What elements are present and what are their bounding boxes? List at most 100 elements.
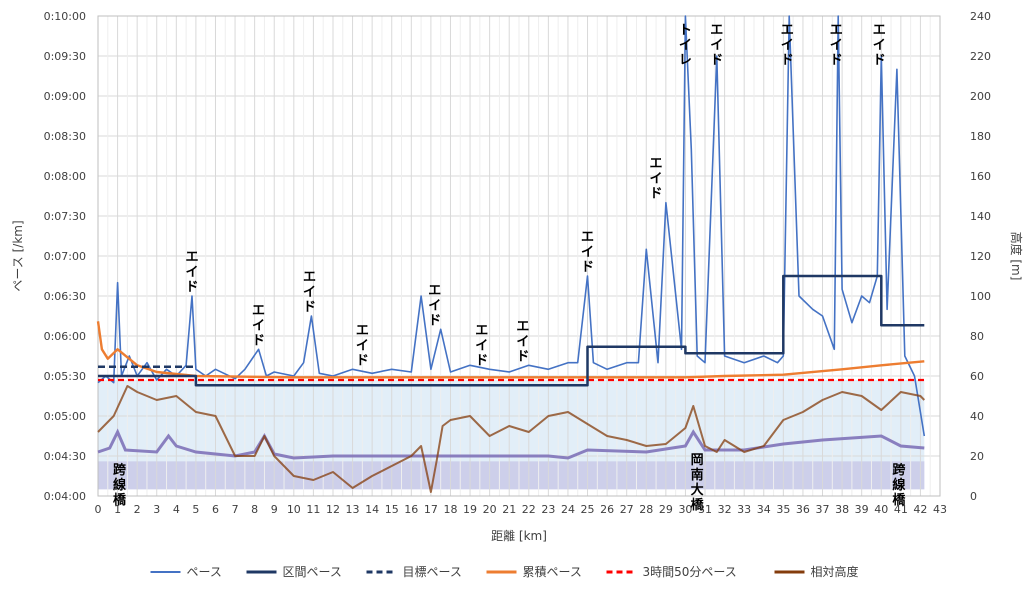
x-tick-label: 20: [483, 503, 497, 516]
annotations: エイドエイドエイドエイドエイドエイドエイドエイドエイドトイレエイドエイドエイドエ…: [113, 23, 906, 513]
x-tick-label: 30: [678, 503, 692, 516]
series: [96, 15, 926, 493]
annotation-char: エ: [356, 323, 369, 338]
annotation-char: 跨: [113, 463, 127, 478]
y-right-tick-label: 80: [970, 330, 984, 343]
x-tick-label: 37: [816, 503, 830, 516]
section-pace-series: [98, 274, 925, 387]
annotation-char: ド: [428, 313, 441, 328]
x-tick-label: 28: [639, 503, 653, 516]
x-tick-label: 2: [134, 503, 141, 516]
x-tick-label: 15: [385, 503, 399, 516]
aid-station-annotation: エイド: [252, 303, 265, 348]
annotation-char: イ: [679, 38, 692, 53]
annotation-char: イ: [303, 285, 316, 300]
aid-station-annotation: エイド: [710, 23, 723, 68]
annotation-char: エ: [830, 23, 843, 38]
aid-station-annotation: エイド: [428, 283, 441, 328]
x-tick-label: 35: [776, 503, 790, 516]
x-tick-label: 7: [232, 503, 239, 516]
pace-band-lavender: [98, 461, 925, 490]
annotation-char: ド: [252, 333, 265, 348]
annotation-char: イ: [356, 338, 369, 353]
y-left-tick-label: 0:06:00: [44, 330, 86, 343]
annotation-char: エ: [428, 283, 441, 298]
pace-series: [97, 15, 926, 437]
annotation-char: イ: [781, 38, 794, 53]
annotation-char: エ: [650, 157, 663, 172]
aid-station-annotation: エイド: [873, 23, 886, 68]
x-tick-label: 17: [424, 503, 438, 516]
pace-bands: [98, 380, 925, 490]
plot-frame: [97, 15, 941, 497]
x-tick-label: 24: [561, 503, 575, 516]
x-axis-title: 距離 [km]: [491, 529, 547, 543]
y-right-tick-label: 220: [970, 50, 991, 63]
x-tick-label: 9: [271, 503, 278, 516]
annotation-char: 岡: [691, 453, 704, 468]
x-tick-label: 40: [874, 503, 888, 516]
annotation-char: 橋: [113, 492, 127, 508]
annotation-char: ド: [516, 349, 529, 364]
x-tick-label: 4: [173, 503, 180, 516]
annotation-char: イ: [516, 334, 529, 349]
y-left-tick-label: 0:10:00: [44, 10, 86, 23]
y-left-tick-label: 0:06:30: [44, 290, 86, 303]
annotation-char: ド: [475, 353, 488, 368]
annotation-char: ド: [830, 53, 843, 68]
x-tick-label: 27: [620, 503, 634, 516]
legend-label: 3時間50分ペース: [643, 565, 737, 579]
y-right-tick-label: 160: [970, 170, 991, 183]
x-tick-label: 8: [251, 503, 258, 516]
y-right-tick-label: 0: [970, 490, 977, 503]
annotation-char: ド: [781, 53, 794, 68]
legend-label: 相対高度: [811, 564, 859, 579]
annotation-char: ド: [873, 53, 886, 68]
annotation-char: エ: [185, 250, 198, 265]
x-tick-label: 43: [933, 503, 947, 516]
annotation-char: エ: [516, 319, 529, 334]
x-tick-label: 22: [522, 503, 536, 516]
x-tick-label: 16: [404, 503, 418, 516]
x-tick-label: 19: [463, 503, 477, 516]
annotation-char: 大: [691, 482, 704, 498]
x-tick-label: 32: [718, 503, 732, 516]
toilet-annotation: トイレ: [679, 23, 692, 68]
annotation-char: イ: [252, 318, 265, 333]
x-tick-label: 18: [443, 503, 457, 516]
legend-item: ペース: [150, 565, 222, 579]
bridge-annotation: 跨線橋: [892, 463, 906, 508]
annotation-char: イ: [710, 38, 723, 53]
aid-station-annotation: エイド: [185, 250, 198, 295]
legend-item: 3時間50分ペース: [606, 565, 737, 579]
y-right-tick-label: 140: [970, 210, 991, 223]
annotation-char: 橋: [691, 497, 705, 513]
annotation-char: イ: [650, 172, 663, 187]
y-left-tick-label: 0:05:30: [44, 370, 86, 383]
x-tick-label: 42: [913, 503, 927, 516]
annotation-char: イ: [185, 265, 198, 280]
aid-station-annotation: エイド: [303, 270, 316, 315]
aid-station-annotation: エイド: [516, 319, 529, 364]
annotation-char: 跨: [892, 463, 906, 478]
y-right-tick-label: 20: [970, 450, 984, 463]
legend-label: 区間ペース: [283, 565, 342, 579]
x-tick-label: 36: [796, 503, 810, 516]
aid-station-annotation: エイド: [356, 323, 369, 368]
legend-label: ペース: [187, 565, 222, 579]
x-tick-label: 26: [600, 503, 614, 516]
x-tick-label: 33: [737, 503, 751, 516]
x-tick-label: 41: [894, 503, 908, 516]
x-tick-label: 12: [326, 503, 340, 516]
aid-station-annotation: エイド: [475, 323, 488, 368]
y-right-tick-label: 40: [970, 410, 984, 423]
y-left-tick-label: 0:07:30: [44, 210, 86, 223]
x-tick-label: 14: [365, 503, 379, 516]
annotation-char: エ: [781, 23, 794, 38]
aid-station-annotation: エイド: [781, 23, 794, 68]
aid-station-annotation: エイド: [650, 157, 663, 202]
annotation-char: エ: [873, 23, 886, 38]
legend-item: 累積ペース: [486, 564, 582, 579]
